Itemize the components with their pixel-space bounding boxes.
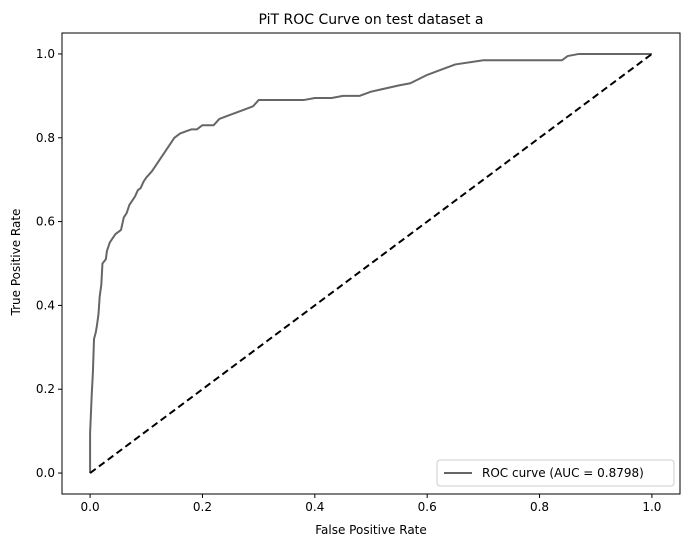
y-tick-label: 0.6 — [36, 215, 55, 229]
legend-box — [436, 459, 675, 487]
y-tick-label: 0.2 — [36, 382, 55, 396]
x-tick-label: 0.6 — [418, 500, 437, 514]
x-tick-label: 0.2 — [193, 500, 212, 514]
y-axis-label: True Positive Rate — [9, 209, 23, 317]
plot-area — [61, 32, 681, 495]
x-axis-ticks: 0.0 0.2 0.4 0.6 0.8 1.0 — [81, 494, 661, 514]
plot-frame — [61, 32, 681, 495]
roc-curve-line — [89, 52, 652, 474]
chart-title: PiT ROC Curve on test dataset a — [259, 12, 484, 28]
x-tick-label: 0.8 — [530, 500, 549, 514]
x-tick-label: 0.4 — [305, 500, 324, 514]
chance-diagonal-line — [89, 53, 653, 474]
legend-label: ROC curve (AUC = 0.8798) — [482, 466, 644, 480]
legend: ROC curve (AUC = 0.8798) — [436, 459, 675, 487]
x-tick-label: 1.0 — [642, 500, 661, 514]
y-axis-ticks: 0.0 0.2 0.4 0.6 0.8 1.0 — [36, 47, 62, 480]
y-tick-label: 0.8 — [36, 131, 55, 145]
y-tick-label: 0.0 — [36, 466, 55, 480]
x-axis-label: False Positive Rate — [315, 523, 427, 537]
x-tick-label: 0.0 — [81, 500, 100, 514]
y-tick-label: 0.4 — [36, 298, 55, 312]
y-tick-label: 1.0 — [36, 47, 55, 61]
